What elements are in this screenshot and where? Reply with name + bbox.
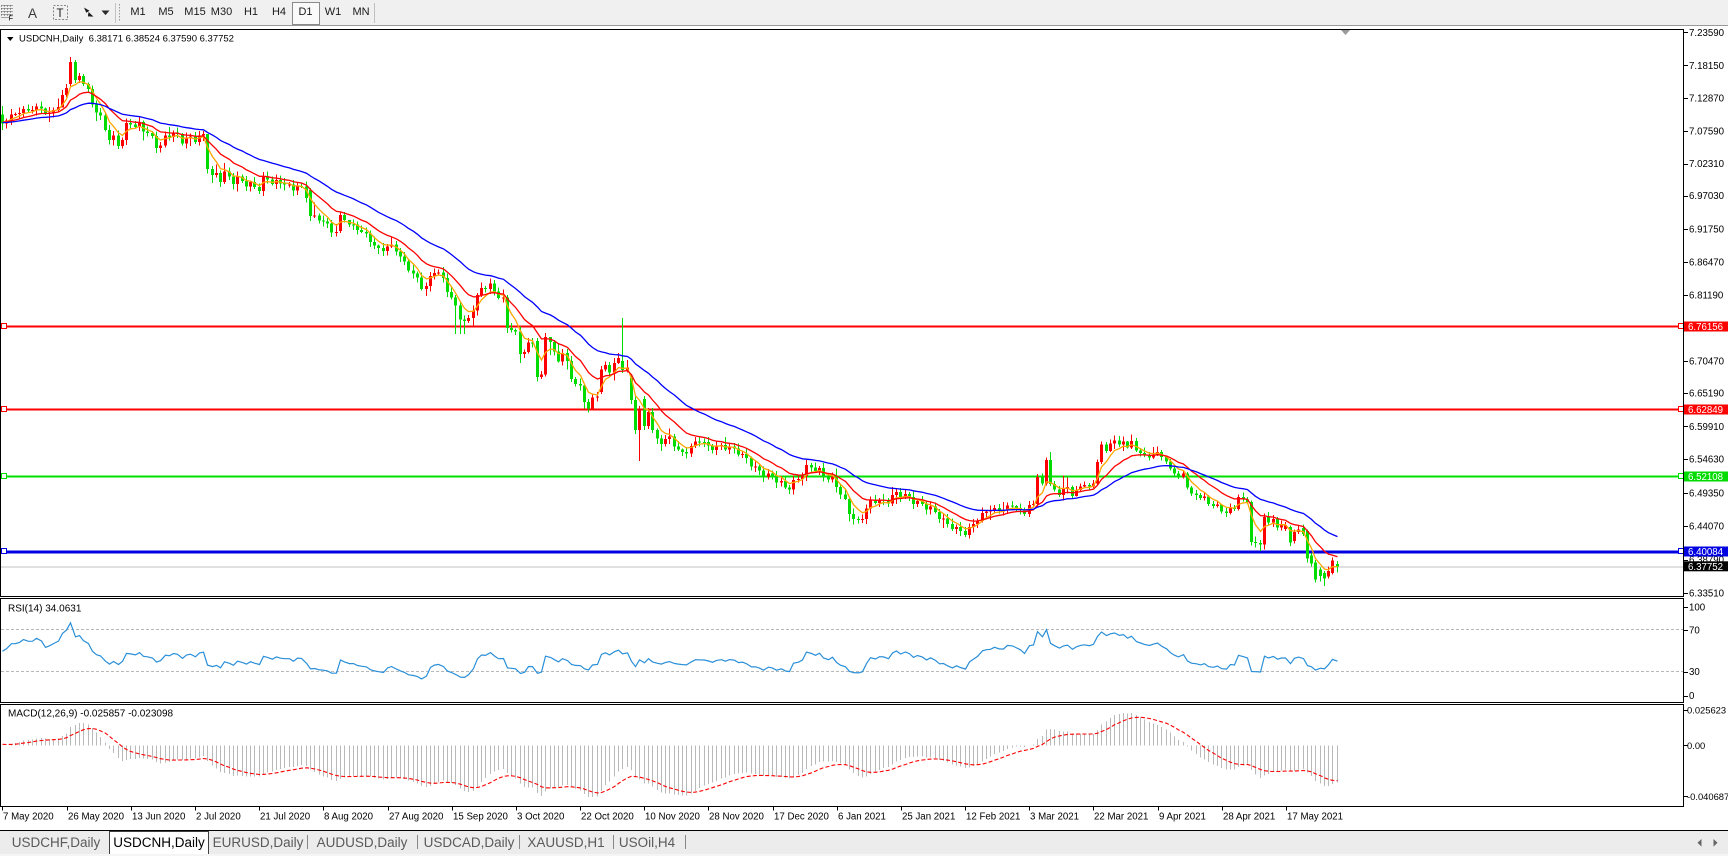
svg-text:9 Apr 2021: 9 Apr 2021 [1159, 812, 1206, 823]
svg-text:30: 30 [1689, 667, 1700, 678]
svg-text:6.54630: 6.54630 [1689, 455, 1725, 466]
svg-text:22 Mar 2021: 22 Mar 2021 [1094, 812, 1148, 823]
svg-text:21 Jul 2020: 21 Jul 2020 [260, 812, 311, 823]
svg-text:26 May 2020: 26 May 2020 [68, 812, 125, 823]
svg-text:13 Jun 2020: 13 Jun 2020 [132, 812, 186, 823]
svg-text:27 Aug 2020: 27 Aug 2020 [389, 812, 444, 823]
svg-text:7 May 2020: 7 May 2020 [3, 812, 54, 823]
svg-text:6.97030: 6.97030 [1689, 191, 1725, 202]
svg-text:6.91750: 6.91750 [1689, 225, 1725, 236]
svg-text:T: T [57, 8, 64, 20]
svg-text:12 Feb 2021: 12 Feb 2021 [966, 812, 1020, 823]
svg-text:6.52108: 6.52108 [1688, 472, 1723, 483]
svg-text:7.18150: 7.18150 [1689, 61, 1725, 72]
svg-text:6.76156: 6.76156 [1688, 322, 1723, 333]
svg-text:17 May 2021: 17 May 2021 [1287, 812, 1343, 823]
svg-text:6.33510: 6.33510 [1689, 589, 1725, 600]
svg-text:A: A [28, 6, 37, 21]
svg-text:6.59910: 6.59910 [1689, 422, 1725, 433]
svg-text:25 Jan 2021: 25 Jan 2021 [902, 812, 955, 823]
svg-text:RSI(14) 34.0631: RSI(14) 34.0631 [8, 604, 82, 615]
svg-text:17 Dec 2020: 17 Dec 2020 [774, 812, 830, 823]
svg-text:28 Apr 2021: 28 Apr 2021 [1223, 812, 1275, 823]
svg-text:7.12870: 7.12870 [1689, 94, 1725, 105]
svg-text:6.38790: 6.38790 [1689, 555, 1725, 566]
svg-text:3 Mar 2021: 3 Mar 2021 [1030, 812, 1079, 823]
svg-text:22 Oct 2020: 22 Oct 2020 [581, 812, 634, 823]
svg-text:6.49350: 6.49350 [1689, 489, 1725, 500]
svg-text:F: F [9, 14, 14, 23]
svg-text:0: 0 [1689, 691, 1695, 702]
svg-text:15 Sep 2020: 15 Sep 2020 [453, 812, 509, 823]
svg-text:6.44070: 6.44070 [1689, 522, 1725, 533]
svg-text:6 Jan 2021: 6 Jan 2021 [838, 812, 886, 823]
svg-text:8 Aug 2020: 8 Aug 2020 [324, 812, 374, 823]
svg-text:2 Jul 2020: 2 Jul 2020 [196, 812, 241, 823]
svg-text:6.37752: 6.37752 [1688, 562, 1723, 573]
svg-text:100: 100 [1689, 603, 1706, 614]
svg-text:0.025623: 0.025623 [1687, 705, 1726, 716]
svg-text:6.65190: 6.65190 [1689, 389, 1725, 400]
svg-text:6.86470: 6.86470 [1689, 258, 1725, 269]
svg-text:MACD(12,26,9) -0.025857 -0.023: MACD(12,26,9) -0.025857 -0.023098 [8, 709, 174, 720]
svg-text:6.70470: 6.70470 [1689, 357, 1725, 368]
svg-text:10 Nov 2020: 10 Nov 2020 [645, 812, 701, 823]
svg-text:6.62849: 6.62849 [1688, 405, 1723, 416]
svg-text:6.40084: 6.40084 [1688, 547, 1724, 558]
svg-text:7.23590: 7.23590 [1689, 28, 1725, 39]
svg-text:-0.040687: -0.040687 [1687, 791, 1728, 802]
svg-text:7.07590: 7.07590 [1689, 127, 1725, 138]
svg-text:28 Nov 2020: 28 Nov 2020 [709, 812, 765, 823]
svg-text:7.02310: 7.02310 [1689, 159, 1725, 170]
svg-text:70: 70 [1689, 626, 1700, 637]
svg-text:3 Oct 2020: 3 Oct 2020 [517, 812, 565, 823]
svg-text:6.81190: 6.81190 [1689, 291, 1724, 302]
svg-text:USDCNH,Daily 6.38171 6.38524: USDCNH,Daily 6.38171 6.38524 6.37590 6.3… [19, 34, 234, 45]
svg-text:0.00: 0.00 [1687, 740, 1705, 751]
